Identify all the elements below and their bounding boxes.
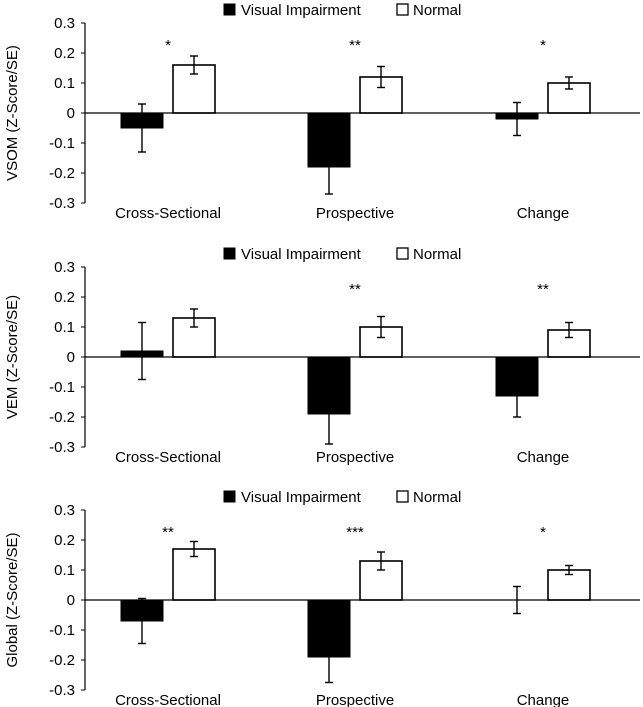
y-tick-label: 0.3 (54, 259, 75, 276)
y-tick-label: -0.3 (49, 195, 75, 212)
legend-label-visual-impairment: Visual Impairment (241, 246, 362, 263)
category-label: Change (517, 205, 570, 222)
y-tick-label: 0.1 (54, 75, 75, 92)
y-tick-label: -0.3 (49, 682, 75, 699)
legend-swatch-visual-impairment (223, 247, 236, 260)
chart-panel-1: Visual Impairment Normal 0.3 0.2 0.1 0 -0.1 -0.… (4, 2, 640, 222)
legend-label-normal: Normal (413, 246, 461, 263)
legend-label-visual-impairment: Visual Impairment (241, 2, 362, 19)
legend-label-normal: Normal (413, 489, 461, 506)
significance-marker: * (165, 37, 171, 54)
y-axis-title: Global (Z-Score/SE) (4, 532, 21, 667)
legend-swatch-visual-impairment (223, 490, 236, 503)
y-tick-label: 0 (67, 105, 75, 122)
y-tick-label: -0.2 (49, 652, 75, 669)
category-label: Prospective (316, 205, 394, 222)
category-label: Prospective (316, 449, 394, 466)
y-tick-label: 0.3 (54, 15, 75, 32)
significance-marker: ** (349, 37, 361, 54)
significance-marker: ** (537, 281, 549, 298)
category-label: Change (517, 449, 570, 466)
y-tick-label: 0.1 (54, 562, 75, 579)
legend-swatch-normal (396, 3, 409, 16)
legend: Visual Impairment Normal (223, 2, 461, 19)
y-tick-label: -0.2 (49, 165, 75, 182)
y-tick-label: -0.1 (49, 379, 75, 396)
y-tick-label: 0.2 (54, 532, 75, 549)
significance-marker: * (540, 524, 546, 541)
y-tick-label: -0.1 (49, 135, 75, 152)
category-label: Prospective (316, 692, 394, 707)
y-axis-title: VSOM (Z-Score/SE) (4, 45, 21, 181)
category-label: Cross-Sectional (115, 449, 221, 466)
y-tick-label: 0 (67, 592, 75, 609)
y-tick-label: -0.2 (49, 409, 75, 426)
chart-panel-3: Visual Impairment Normal 0.3 0.2 0.1 0 -0.1 -0.… (4, 489, 640, 707)
significance-marker: *** (346, 524, 364, 541)
legend-label-visual-impairment: Visual Impairment (241, 489, 362, 506)
y-axis-title: VEM (Z-Score/SE) (4, 295, 21, 419)
category-label: Change (517, 692, 570, 707)
y-tick-label: 0.2 (54, 289, 75, 306)
legend-label-normal: Normal (413, 2, 461, 19)
legend-swatch-visual-impairment (223, 3, 236, 16)
legend-swatch-normal (396, 247, 409, 260)
category-label: Cross-Sectional (115, 205, 221, 222)
legend-swatch-normal (396, 490, 409, 503)
legend: Visual Impairment Normal (223, 246, 461, 263)
y-tick-label: 0 (67, 349, 75, 366)
category-label: Cross-Sectional (115, 692, 221, 707)
legend: Visual Impairment Normal (223, 489, 461, 506)
significance-marker: * (540, 37, 546, 54)
significance-marker: ** (162, 524, 174, 541)
bar-normal-cross-sectional (172, 548, 216, 601)
chart-panel-2: Visual Impairment Normal 0.3 0.2 0.1 0 -0.1 -0.… (4, 246, 640, 466)
significance-marker: ** (349, 281, 361, 298)
y-tick-label: -0.1 (49, 622, 75, 639)
y-tick-label: 0.2 (54, 45, 75, 62)
y-tick-label: 0.1 (54, 319, 75, 336)
y-tick-label: -0.3 (49, 439, 75, 456)
y-tick-label: 0.3 (54, 502, 75, 519)
